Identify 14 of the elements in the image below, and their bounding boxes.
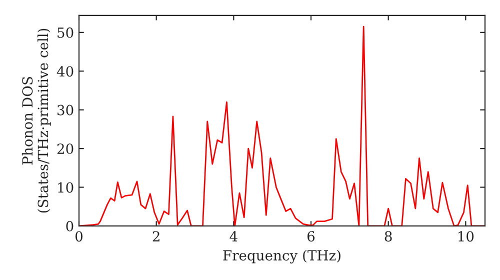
x-tick-label: 8: [384, 231, 392, 242]
x-tick-label: 10: [458, 231, 474, 242]
y-tick-label: 30: [58, 104, 74, 116]
x-tick-label: 0: [75, 231, 82, 242]
y-tick-label: 10: [58, 182, 74, 193]
y-tick-label: 50: [58, 27, 74, 38]
y-tick-label: 0: [66, 220, 74, 232]
y-axis-title: Phonon DOS (States/THz·primitive cell): [22, 28, 51, 213]
y-tick-label: 20: [57, 144, 74, 154]
x-tick-label: 6: [308, 231, 315, 242]
x-tick-label: 2: [152, 231, 160, 242]
x-tick-label: 4: [230, 231, 238, 242]
y-tick-label: 40: [56, 66, 74, 77]
x-axis-title: Frequency (THz): [223, 250, 340, 264]
